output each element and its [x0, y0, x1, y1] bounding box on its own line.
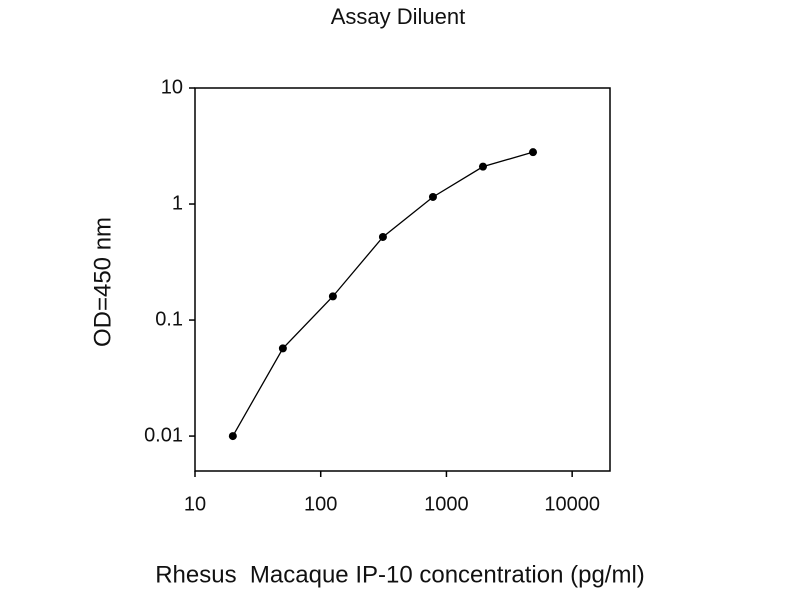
x-tick-label: 100	[304, 493, 337, 515]
series-line	[232, 151, 534, 437]
data-point	[278, 344, 287, 353]
data-point	[529, 148, 538, 157]
x-tick-label: 10000	[544, 493, 600, 515]
data-point	[478, 162, 487, 171]
chart-title: Assay Diluent	[331, 4, 466, 29]
y-axis-label: OD=450 nm	[89, 217, 116, 347]
data-point	[428, 192, 437, 201]
data-point	[378, 232, 387, 241]
x-tick-label: 1000	[424, 493, 469, 515]
y-tick-label: 1	[172, 192, 183, 214]
y-tick-label: 10	[161, 76, 183, 98]
x-tick-label: 10	[184, 493, 206, 515]
data-point	[228, 432, 237, 441]
data-point	[328, 292, 337, 301]
plot-frame	[194, 87, 611, 472]
x-axis-label: Rhesus Macaque IP-10 concentration (pg/m…	[155, 561, 645, 588]
y-tick-label: 0.01	[144, 424, 183, 446]
y-tick-label: 0.1	[155, 308, 183, 330]
